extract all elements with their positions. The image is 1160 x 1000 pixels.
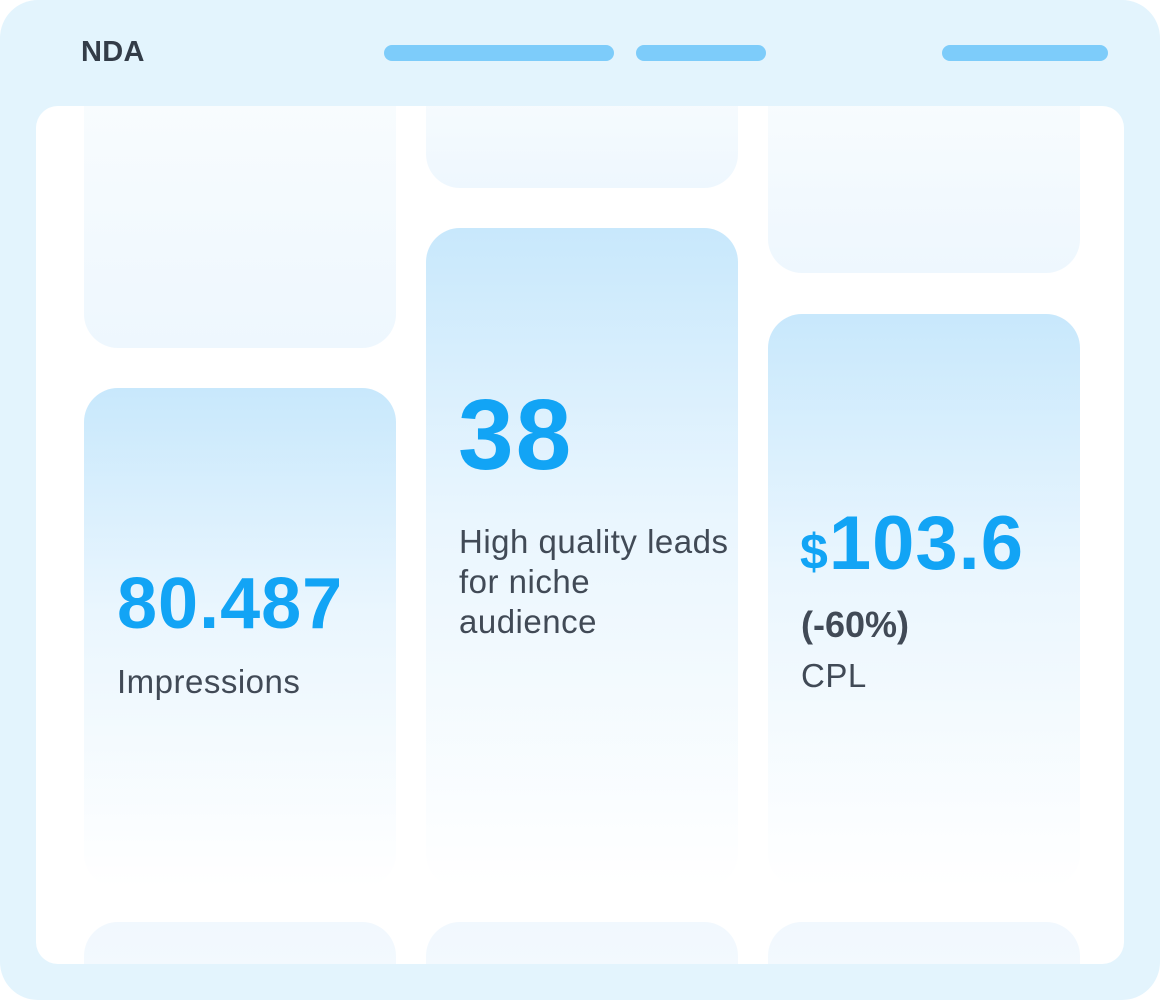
nav-placeholder-bar (384, 45, 614, 61)
cpl-value: $103.6 (800, 500, 1024, 587)
leads-card: 38 High quality leads for niche audience (426, 228, 738, 888)
content-panel: 80.487 Impressions 38 High quality leads… (36, 106, 1124, 964)
placeholder-card (768, 922, 1080, 964)
cpl-card: $103.6 (-60%) CPL (768, 314, 1080, 888)
placeholder-card (426, 922, 738, 964)
placeholder-card (426, 106, 738, 188)
leads-label: High quality leads for niche audience (459, 523, 729, 640)
nav-placeholder-bar (942, 45, 1108, 61)
cpl-label: CPL (801, 657, 867, 694)
impressions-value: 80.487 (117, 564, 344, 644)
leads-value: 38 (458, 379, 574, 491)
impressions-card: 80.487 Impressions (84, 388, 396, 888)
nav-placeholder-bar (636, 45, 766, 61)
placeholder-card (768, 106, 1080, 273)
cpl-amount: 103.6 (828, 501, 1024, 586)
placeholder-card (84, 922, 396, 964)
placeholder-card (84, 106, 396, 348)
currency-symbol: $ (800, 524, 829, 580)
cpl-change: (-60%) (801, 604, 910, 645)
brand-logo-text: NDA (81, 36, 145, 68)
impressions-label: Impressions (117, 663, 301, 700)
